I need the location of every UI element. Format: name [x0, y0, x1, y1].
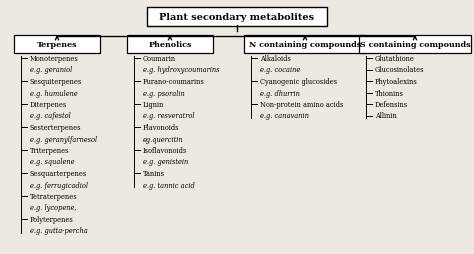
- Text: e.g. squalene: e.g. squalene: [30, 158, 74, 166]
- Text: Monoterpenes: Monoterpenes: [30, 55, 79, 63]
- Text: Isoflavonoids: Isoflavonoids: [143, 146, 187, 154]
- Text: e.g. genistein: e.g. genistein: [143, 158, 188, 166]
- Text: Furano-coumarins: Furano-coumarins: [143, 78, 205, 86]
- Text: e.g. cafestol: e.g. cafestol: [30, 112, 71, 120]
- Text: Defensins: Defensins: [375, 101, 408, 108]
- FancyBboxPatch shape: [14, 36, 100, 54]
- Text: e.g. dhurrin: e.g. dhurrin: [260, 89, 300, 97]
- FancyBboxPatch shape: [127, 36, 213, 54]
- Text: Thionins: Thionins: [375, 89, 404, 97]
- Text: e.g. ferrugicadiol: e.g. ferrugicadiol: [30, 181, 88, 189]
- Text: Glucosinolates: Glucosinolates: [375, 66, 425, 74]
- Text: Sesquiterpenes: Sesquiterpenes: [30, 78, 82, 86]
- Text: Phytoalexins: Phytoalexins: [375, 78, 418, 86]
- Text: Terpenes: Terpenes: [36, 41, 77, 49]
- Text: Tetraterpenes: Tetraterpenes: [30, 192, 78, 200]
- Text: eg.quercitin: eg.quercitin: [143, 135, 183, 143]
- Text: e.g. geraniol: e.g. geraniol: [30, 66, 72, 74]
- Text: Triterpenes: Triterpenes: [30, 146, 70, 154]
- Text: N containing compounds: N containing compounds: [249, 41, 361, 49]
- Text: Polyterpenes: Polyterpenes: [30, 215, 74, 223]
- FancyBboxPatch shape: [147, 7, 327, 26]
- Text: Lignin: Lignin: [143, 101, 164, 108]
- Text: e.g. humulene: e.g. humulene: [30, 89, 78, 97]
- FancyBboxPatch shape: [359, 36, 471, 54]
- Text: Alkaloids: Alkaloids: [260, 55, 291, 63]
- Text: Flavonoids: Flavonoids: [143, 123, 180, 132]
- Text: Cyanogenic glucosides: Cyanogenic glucosides: [260, 78, 337, 86]
- Text: e.g. geranylfarnesol: e.g. geranylfarnesol: [30, 135, 97, 143]
- Text: Coumarin: Coumarin: [143, 55, 176, 63]
- Text: Non-protein amino acids: Non-protein amino acids: [260, 101, 343, 108]
- Text: e.g. lycopene,: e.g. lycopene,: [30, 204, 76, 212]
- Text: Glutathione: Glutathione: [375, 55, 415, 63]
- Text: e.g. canavanin: e.g. canavanin: [260, 112, 309, 120]
- Text: Diterpenes: Diterpenes: [30, 101, 67, 108]
- Text: Sesquarterpenes: Sesquarterpenes: [30, 169, 87, 177]
- Text: e.g. hydroxycoumarins: e.g. hydroxycoumarins: [143, 66, 219, 74]
- Text: S containing compounds: S containing compounds: [360, 41, 470, 49]
- Text: Allinin: Allinin: [375, 112, 397, 120]
- Text: e.g. tannic acid: e.g. tannic acid: [143, 181, 195, 189]
- Text: Tanins: Tanins: [143, 169, 165, 177]
- Text: Phenolics: Phenolics: [148, 41, 192, 49]
- FancyBboxPatch shape: [244, 36, 366, 54]
- Text: e.g. gutta-percha: e.g. gutta-percha: [30, 227, 88, 235]
- Text: Plant secondary metabolites: Plant secondary metabolites: [159, 12, 315, 21]
- Text: e.g. psoralin: e.g. psoralin: [143, 89, 185, 97]
- Text: e.g. cocaine: e.g. cocaine: [260, 66, 300, 74]
- Text: e.g. resveratrol: e.g. resveratrol: [143, 112, 194, 120]
- Text: Sesterterpenes: Sesterterpenes: [30, 123, 82, 132]
